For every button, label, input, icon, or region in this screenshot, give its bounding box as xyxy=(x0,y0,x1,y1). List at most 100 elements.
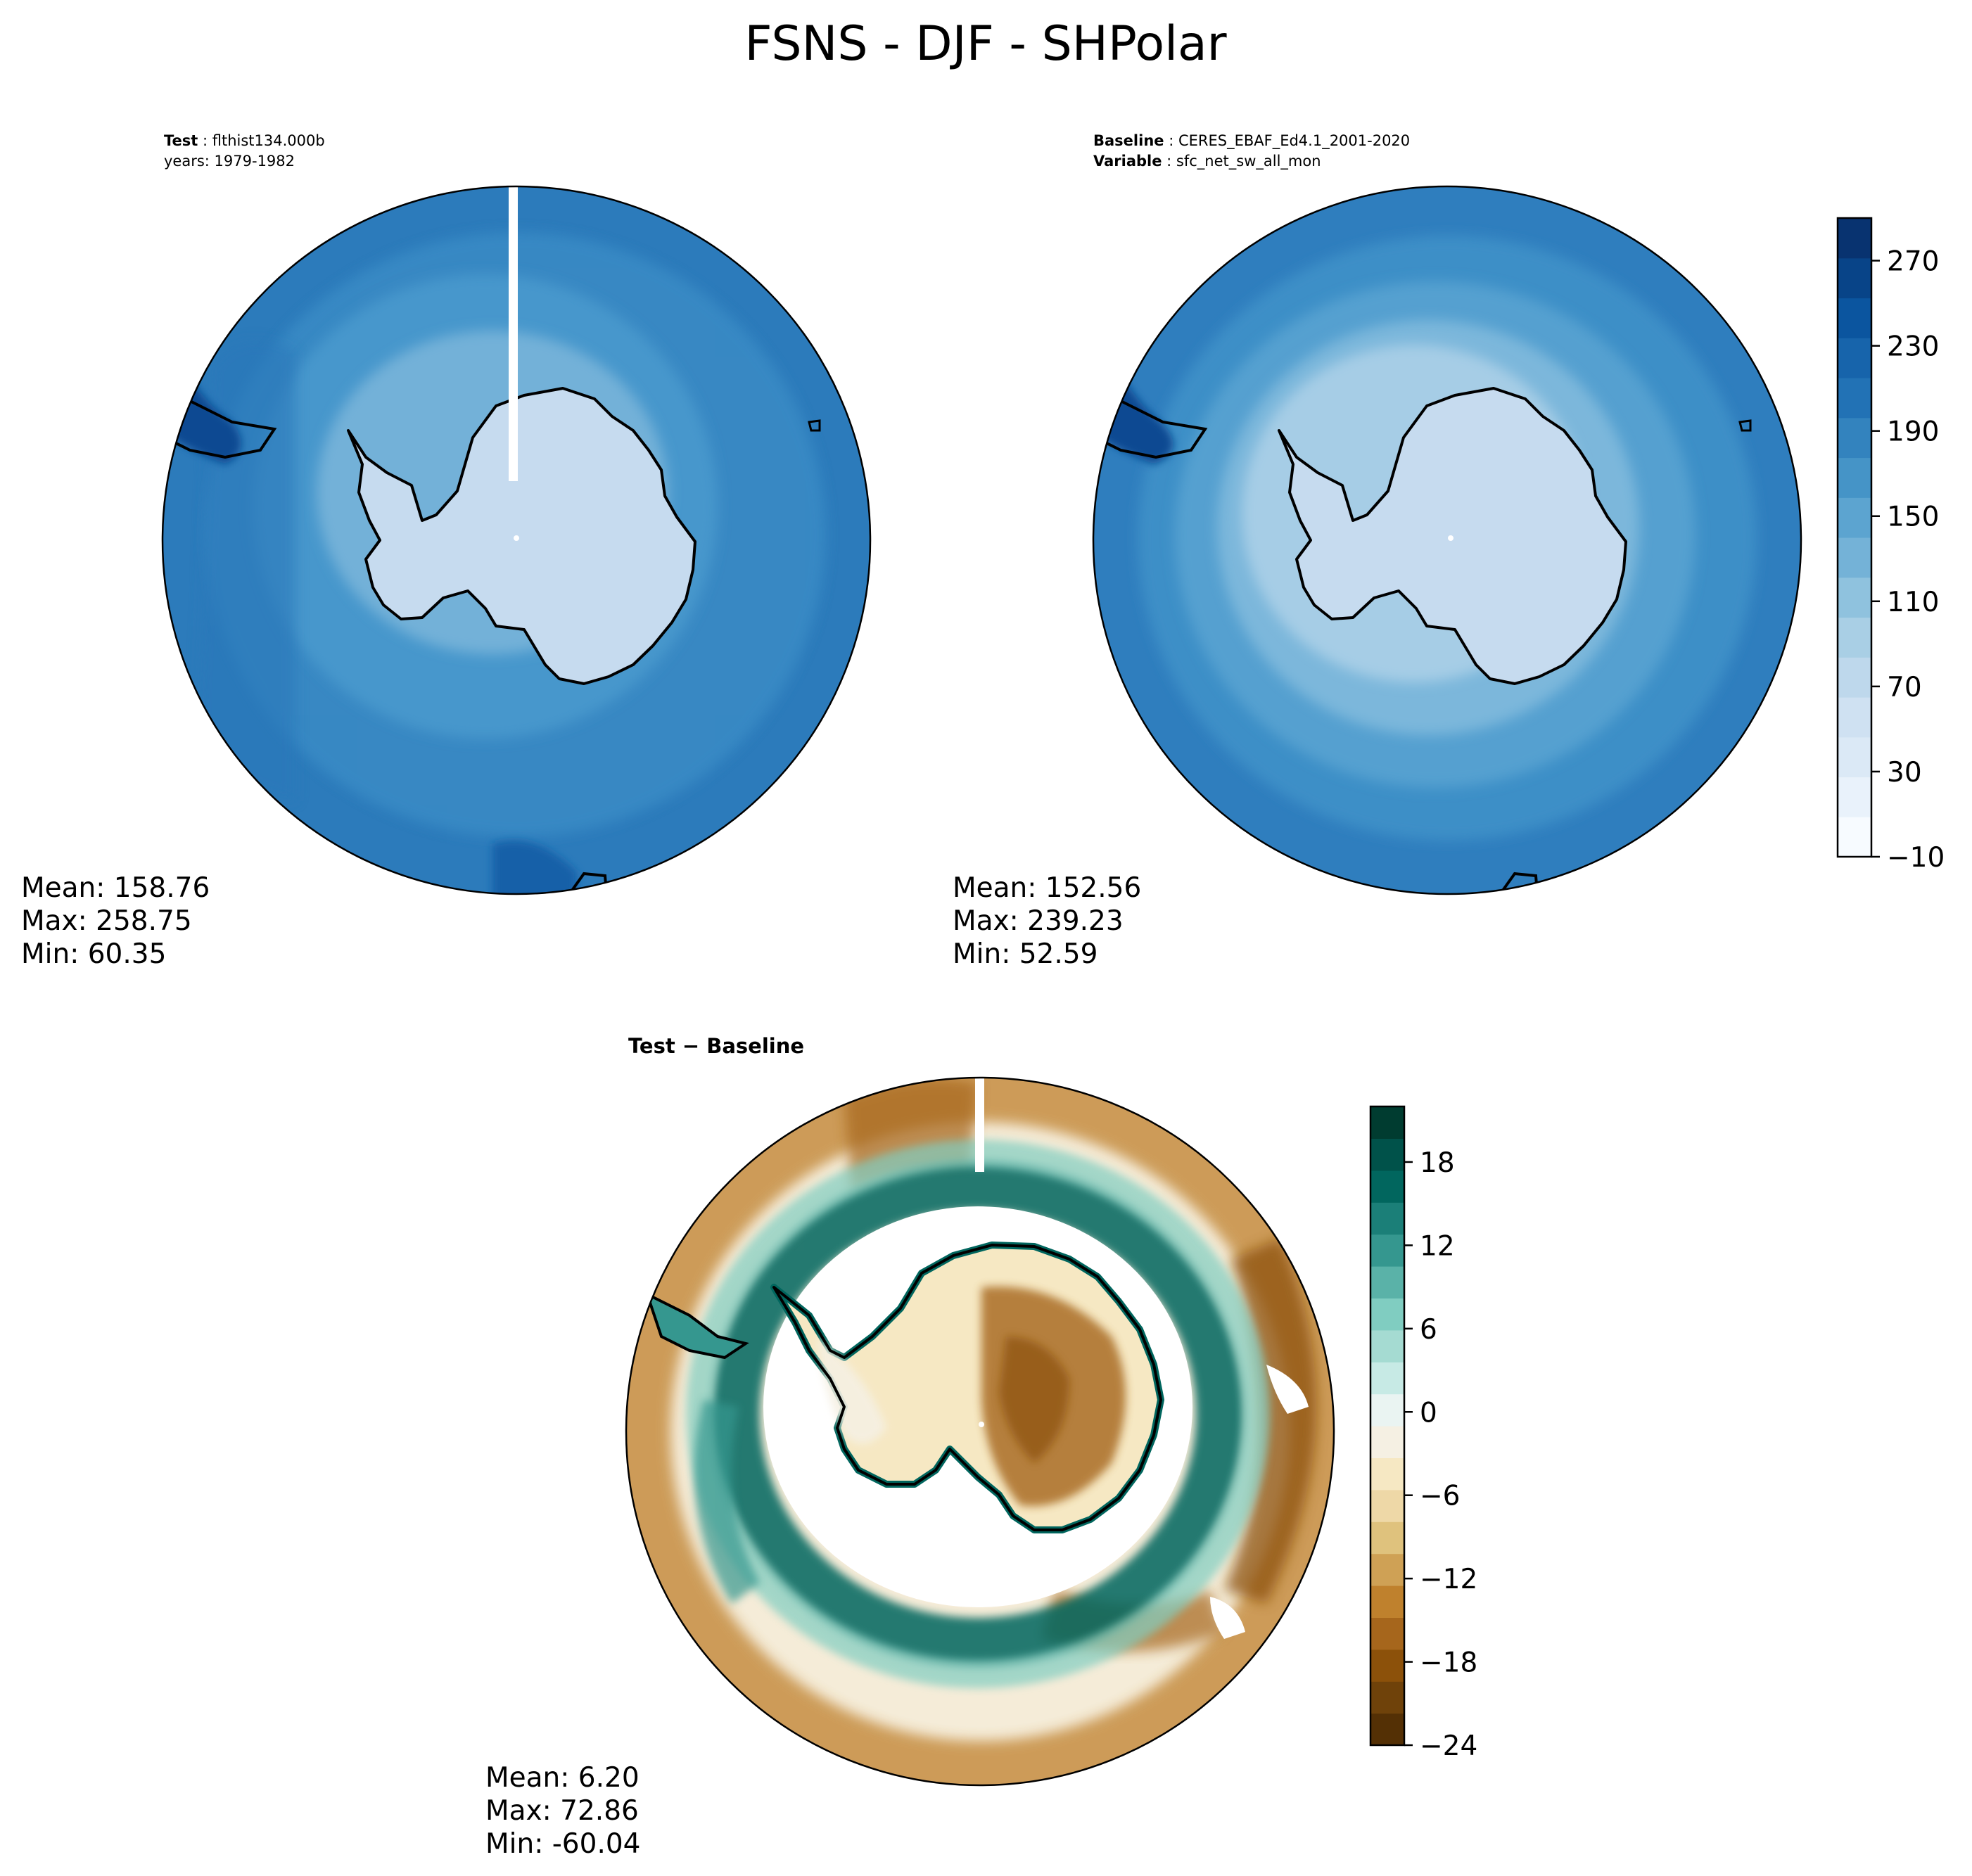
baseline-colorbar-tick-label: 190 xyxy=(1887,416,1939,448)
figure-title: FSNS - DJF - SHPolar xyxy=(744,16,1226,72)
diff-colorbar-segment xyxy=(1370,1713,1404,1746)
diff-colorbar-segment xyxy=(1370,1457,1404,1491)
baseline-max: Max: 239.23 xyxy=(953,905,1124,937)
baseline-colorbar-segment xyxy=(1838,417,1871,459)
baseline-colorbar-segment xyxy=(1838,378,1871,419)
test-map-seam xyxy=(509,186,518,481)
baseline-map-pole xyxy=(1448,535,1453,541)
test-header-line1: Test : flthist134.000b xyxy=(164,132,325,149)
baseline-panel: Baseline : CERES_EBAF_Ed4.1_2001-2020 Va… xyxy=(953,132,1945,970)
diff-map-seam xyxy=(975,1078,984,1172)
baseline-header-value: CERES_EBAF_Ed4.1_2001-2020 xyxy=(1178,132,1410,150)
baseline-min: Min: 52.59 xyxy=(953,938,1098,970)
diff-map-south-america xyxy=(644,1291,749,1360)
baseline-colorbar-segment xyxy=(1838,617,1871,658)
baseline-colorbar-tick-label: −10 xyxy=(1887,842,1945,874)
baseline-colorbar-segment xyxy=(1838,817,1871,857)
diff-colorbar-segment xyxy=(1370,1329,1404,1363)
diff-map-nodata-patch xyxy=(1210,1597,1245,1639)
diff-colorbar-segment xyxy=(1370,1362,1404,1395)
diff-map-patch-teal xyxy=(694,1400,760,1604)
diff-mean: Mean: 6.20 xyxy=(485,1762,640,1794)
diff-map-pole xyxy=(979,1422,984,1427)
test-map xyxy=(163,186,870,894)
diff-colorbar-segment xyxy=(1370,1393,1404,1427)
test-min: Min: 60.35 xyxy=(21,938,166,970)
baseline-colorbar-segment xyxy=(1838,777,1871,817)
baseline-colorbar-segment xyxy=(1838,338,1871,378)
diff-map-nodata-patch xyxy=(1266,1365,1309,1414)
diff-colorbar-segment xyxy=(1370,1138,1404,1171)
test-header-years: years: 1979-1982 xyxy=(164,153,295,170)
diff-colorbar-segment xyxy=(1370,1489,1404,1522)
diff-colorbar-segment xyxy=(1370,1202,1404,1235)
diff-map-patch-brown xyxy=(999,1336,1069,1463)
diff-colorbar-segment xyxy=(1370,1521,1404,1555)
diff-map xyxy=(626,1078,1334,1785)
diff-colorbar-segment xyxy=(1370,1106,1404,1139)
test-panel: Test : flthist134.000b years: 1979-1982 … xyxy=(21,132,872,970)
diff-colorbar-segment xyxy=(1370,1649,1404,1682)
diff-colorbar-tick-label: −18 xyxy=(1420,1647,1477,1679)
diff-map-frame xyxy=(625,1076,1335,1787)
baseline-map-island xyxy=(1738,419,1752,432)
baseline-colorbar-tick-label: 30 xyxy=(1887,757,1922,789)
diff-colorbar-frame xyxy=(1369,1105,1406,1747)
baseline-header-line2: Variable : sfc_net_sw_all_mon xyxy=(1093,153,1321,170)
test-map-antarctica xyxy=(347,387,696,685)
baseline-colorbar-segment xyxy=(1838,736,1871,778)
diff-colorbar-segment xyxy=(1370,1426,1404,1458)
test-map-warm-patch xyxy=(169,331,241,464)
baseline-header-sep: : xyxy=(1164,132,1178,149)
baseline-colorbar-tick-label: 150 xyxy=(1887,502,1939,533)
diff-colorbar-segment xyxy=(1370,1298,1404,1331)
baseline-colorbar-segment xyxy=(1838,457,1871,498)
baseline-colorbar: −10 30 70 110 150 190 230 270 xyxy=(1836,217,1945,874)
test-map-pole xyxy=(514,535,519,541)
baseline-map xyxy=(1093,186,1801,894)
baseline-colorbar-frame xyxy=(1836,217,1873,858)
baseline-header-value2: sfc_net_sw_all_mon xyxy=(1176,153,1321,170)
diff-colorbar-tick-label: 0 xyxy=(1420,1397,1437,1429)
baseline-mean: Mean: 152.56 xyxy=(953,872,1141,904)
diff-colorbar: −24 −18 −12 −6 0 6 12 18 xyxy=(1369,1105,1477,1762)
baseline-colorbar-segment xyxy=(1838,257,1871,299)
diff-map-patch-neutral xyxy=(816,1336,886,1444)
baseline-colorbar-segment xyxy=(1838,218,1871,259)
baseline-colorbar-tick-label: 230 xyxy=(1887,331,1939,363)
diff-colorbar-segment xyxy=(1370,1266,1404,1298)
diff-min: Min: -60.04 xyxy=(485,1828,640,1860)
diff-colorbar-segment xyxy=(1370,1681,1404,1714)
baseline-colorbar-segment xyxy=(1838,577,1871,618)
baseline-colorbar-segment xyxy=(1838,298,1871,338)
diff-colorbar-segment xyxy=(1370,1617,1404,1650)
baseline-map-warm-patch xyxy=(1098,331,1173,464)
baseline-header-line1: Baseline : CERES_EBAF_Ed4.1_2001-2020 xyxy=(1093,132,1410,150)
baseline-map-frame xyxy=(1092,185,1802,895)
diff-colorbar-segment xyxy=(1370,1585,1404,1618)
diff-colorbar-tick-label: −6 xyxy=(1420,1481,1461,1512)
diff-colorbar-tick-label: 12 xyxy=(1420,1230,1455,1262)
baseline-header-key2: Variable xyxy=(1093,153,1162,170)
diff-colorbar-tick-label: −24 xyxy=(1420,1730,1477,1762)
baseline-header-sep2: : xyxy=(1162,153,1176,170)
diff-colorbar-segment xyxy=(1370,1170,1404,1203)
diff-map-coastline xyxy=(772,1244,1162,1531)
test-mean: Mean: 158.76 xyxy=(21,872,210,904)
test-header-key: Test xyxy=(164,132,198,149)
diff-colorbar-segment xyxy=(1370,1553,1404,1586)
test-header-sep: : xyxy=(198,132,212,149)
diff-title: Test − Baseline xyxy=(628,1034,804,1058)
test-map-island xyxy=(808,419,821,432)
baseline-colorbar-segment xyxy=(1838,497,1871,538)
diff-map-patch-brown xyxy=(1224,1238,1317,1604)
baseline-colorbar-tick-label: 70 xyxy=(1887,672,1922,703)
baseline-colorbar-segment xyxy=(1838,537,1871,578)
baseline-header-key: Baseline xyxy=(1093,132,1164,149)
diff-colorbar-tick-label: −12 xyxy=(1420,1564,1477,1595)
diff-colorbar-tick-label: 18 xyxy=(1420,1147,1455,1179)
test-max: Max: 258.75 xyxy=(21,905,192,937)
diff-colorbar-segment xyxy=(1370,1234,1404,1267)
diff-panel: Test − Baseline −2 xyxy=(485,1034,1477,1860)
